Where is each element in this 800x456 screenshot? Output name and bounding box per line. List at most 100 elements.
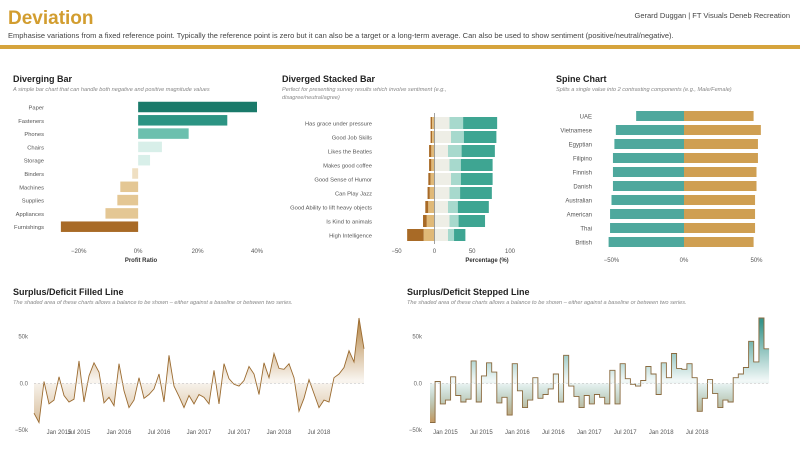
stacked-segment <box>428 173 431 185</box>
stacked-segment <box>423 229 435 241</box>
stacked-segment <box>434 145 448 157</box>
stacked-segment <box>434 187 450 199</box>
spine-bar-left <box>636 111 684 121</box>
diverging-title: Diverging Bar <box>13 74 73 84</box>
spine-category-label: Thai <box>580 226 592 232</box>
spine-bar-left <box>614 139 684 149</box>
stepped-y-tick-label: −50k <box>409 428 423 434</box>
stacked-segment <box>451 173 461 185</box>
filled-y-tick-label: −50k <box>15 428 29 434</box>
diverging-bar <box>105 208 139 219</box>
stacked-segment <box>461 145 495 157</box>
filled-x-tick-label: Jan 2016 <box>107 430 132 436</box>
stacked-category-label: Likes the Beatles <box>328 149 372 155</box>
diverging-bar <box>138 154 151 166</box>
stacked-segment <box>447 229 455 241</box>
spine-description: Splits a single value into 2 contrasting… <box>556 87 732 93</box>
stacked-tick-label: −50 <box>391 249 402 255</box>
diverging-bar <box>132 168 139 179</box>
diverging-bar <box>60 221 139 232</box>
stacked-segment <box>407 229 424 241</box>
diverging-tick-label: 40% <box>251 249 264 255</box>
diverging-category-label: Paper <box>29 106 45 112</box>
spine-bar-right <box>684 209 756 219</box>
stacked-segment <box>460 187 492 199</box>
stacked-segment <box>463 117 498 129</box>
stepped-line <box>430 317 770 423</box>
stacked-description: Perfect for presenting survey results wh… <box>282 87 447 101</box>
stacked-segment <box>434 229 448 241</box>
spine-category-label: Egyptian <box>569 142 592 148</box>
filled-x-tick-label: Jan 2017 <box>187 430 212 436</box>
diverging-category-label: Phones <box>24 132 44 138</box>
diverging-bar <box>138 141 162 153</box>
diverging-bar <box>117 194 139 206</box>
stacked-title: Diverged Stacked Bar <box>282 74 376 84</box>
diverging-bar <box>138 128 189 139</box>
stacked-segment <box>423 215 427 227</box>
stacked-segment <box>427 187 430 199</box>
stepped-y-tick-label: 0.0 <box>414 381 423 387</box>
filled-area <box>34 318 364 423</box>
diverging-tick-label: −20% <box>71 249 87 255</box>
spine-category-label: Vietnamese <box>560 128 592 134</box>
spine-bar-left <box>612 153 684 163</box>
stacked-segment <box>449 117 464 129</box>
diverging-category-label: Supplies <box>22 199 44 205</box>
filled-x-tick-label: Jul 2016 <box>148 430 171 436</box>
spine-bar-left <box>612 181 684 191</box>
spine-bar-left <box>608 237 684 247</box>
diverging-axis-label: Profit Ratio <box>125 258 158 264</box>
stacked-segment <box>451 131 464 143</box>
stepped-x-tick-label: Jan 2015 <box>433 430 458 436</box>
stacked-segment <box>431 145 435 157</box>
spine-category-label: Finnish <box>573 170 592 176</box>
stacked-tick-label: 50 <box>469 249 476 255</box>
stacked-segment <box>431 159 435 171</box>
filled-y-tick-label: 50k <box>18 335 29 341</box>
diverging-category-label: Appliances <box>16 212 44 218</box>
diverging-bar <box>138 101 257 113</box>
stacked-segment <box>434 159 450 171</box>
spine-bar-right <box>684 125 761 135</box>
filled-x-tick-label: Jul 2017 <box>228 430 251 436</box>
stepped-y-tick-label: 50k <box>412 335 423 341</box>
stepped-x-tick-label: Jan 2016 <box>505 430 530 436</box>
stacked-category-label: Makes good coffee <box>323 163 372 169</box>
stepped-x-tick-label: Jan 2017 <box>577 430 602 436</box>
stacked-segment <box>432 117 435 129</box>
diverging-description: A simple bar chart that can handle both … <box>13 87 210 93</box>
stacked-segment <box>454 229 466 241</box>
stacked-segment <box>429 159 432 171</box>
stacked-axis-label: Percentage (%) <box>465 258 508 264</box>
stacked-segment <box>460 159 493 171</box>
stacked-segment <box>463 131 497 143</box>
stacked-category-label: Good Ability to lift heavy objects <box>290 205 372 211</box>
stepped-description: The shaded area of these charts allows a… <box>407 300 687 306</box>
stepped-x-tick-label: Jul 2015 <box>470 430 493 436</box>
stepped-x-tick-label: Jul 2016 <box>542 430 565 436</box>
stacked-segment <box>430 131 433 143</box>
spine-bar-left <box>610 209 684 219</box>
stacked-segment <box>449 159 461 171</box>
spine-category-label: British <box>575 240 592 246</box>
stacked-segment <box>449 187 461 199</box>
stacked-segment <box>426 215 435 227</box>
stacked-tick-label: 0 <box>433 249 437 255</box>
stacked-segment <box>429 145 432 157</box>
spine-bar-left <box>612 167 684 177</box>
spine-tick-label: −50% <box>604 258 620 264</box>
stacked-segment <box>434 215 450 227</box>
spine-category-label: Danish <box>573 184 592 190</box>
stacked-segment <box>429 187 435 199</box>
diverging-category-label: Machines <box>19 185 44 191</box>
spine-bar-right <box>684 111 754 121</box>
stacked-category-label: Can Play Jazz <box>335 191 372 197</box>
header-divider <box>0 45 800 49</box>
stacked-segment <box>449 215 459 227</box>
stacked-segment <box>457 201 489 213</box>
stacked-segment <box>434 173 452 185</box>
stacked-segment <box>447 201 458 213</box>
stacked-segment <box>458 215 486 227</box>
